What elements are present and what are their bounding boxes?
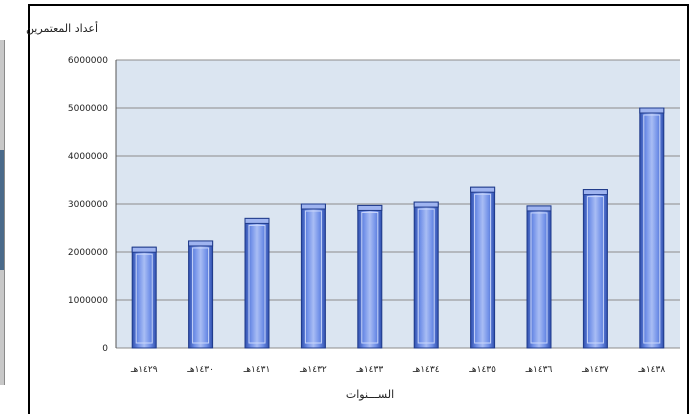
bar <box>413 201 439 349</box>
bar-top-cap <box>526 205 552 212</box>
y-tick-label: 1000000 <box>68 296 108 306</box>
x-tick-labels: ١٤٢٩هـ ١٤٣٠هـ ١٤٣١هـ ١٤٣٢هـ ١٤٣٣هـ ١٤٣٤هـ ١٤٣٥… <box>130 365 665 375</box>
bar-top-cap <box>639 107 665 114</box>
bar <box>244 217 270 349</box>
bar <box>188 240 214 349</box>
bar <box>526 205 552 349</box>
bar-top-cap <box>131 246 157 253</box>
x-tick-label: ١٤٣٦هـ <box>525 365 553 375</box>
bar <box>300 203 326 349</box>
left-edge-panel-accent <box>0 150 4 270</box>
bar-inner-bevel <box>304 210 322 344</box>
bar <box>131 246 157 349</box>
bar <box>639 107 665 349</box>
x-tick-label: ١٤٣٢هـ <box>299 365 327 375</box>
x-tick-label: ١٤٣١هـ <box>243 365 271 375</box>
bar-inner-bevel <box>248 224 266 344</box>
y-axis-label: أعداد المعتمرين <box>26 21 98 35</box>
bar-top-cap <box>188 240 214 247</box>
x-tick-label: ١٤٣٧هـ <box>581 365 609 375</box>
bar-top-cap <box>300 203 326 210</box>
y-tick-label: 6000000 <box>68 56 108 66</box>
bar-top-cap <box>582 189 608 196</box>
x-axis-label: الســـنوات <box>346 388 394 401</box>
bar-inner-bevel <box>586 196 604 344</box>
x-tick-label: ١٤٣٥هـ <box>468 365 496 375</box>
y-tick-label: 2000000 <box>68 248 108 258</box>
bar <box>470 186 496 349</box>
x-tick-label: ١٤٣٤هـ <box>412 365 440 375</box>
y-tick-label: 5000000 <box>68 104 108 114</box>
x-tick-label: ١٤٣٣هـ <box>355 365 383 375</box>
bar-inner-bevel <box>530 212 548 344</box>
y-tick-label: 3000000 <box>68 200 108 210</box>
x-tick-label: ١٤٣٨هـ <box>637 365 665 375</box>
bar-top-cap <box>357 204 383 211</box>
bar-inner-bevel <box>417 208 435 344</box>
bar-top-cap <box>470 186 496 193</box>
bar-inner-bevel <box>643 114 661 344</box>
bar-inner-bevel <box>135 253 153 344</box>
bar-inner-bevel <box>192 247 210 344</box>
chart-frame <box>28 4 689 414</box>
y-tick-label: 4000000 <box>68 152 108 162</box>
bar-inner-bevel <box>474 193 492 344</box>
x-tick-label: ١٤٣٠هـ <box>186 365 214 375</box>
bar-inner-bevel <box>361 211 379 344</box>
bar <box>582 189 608 349</box>
y-tick-labels: 0 1000000 2000000 3000000 4000000 5000000 6000… <box>68 56 108 354</box>
x-tick-label: ١٤٢٩هـ <box>130 365 158 375</box>
bar-top-cap <box>244 217 270 224</box>
bars <box>131 107 665 349</box>
bar-top-cap <box>413 201 439 208</box>
y-tick-label: 0 <box>102 344 108 354</box>
bar <box>357 204 383 349</box>
